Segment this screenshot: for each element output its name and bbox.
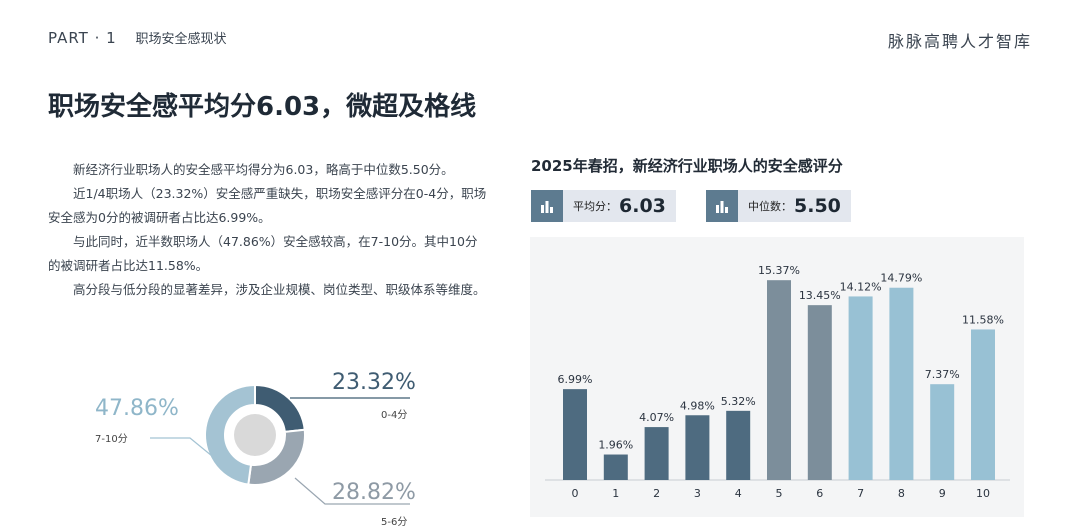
x-tick-6: 6 bbox=[816, 487, 823, 500]
bar-4 bbox=[726, 410, 751, 480]
bar-0 bbox=[563, 389, 587, 480]
value-label-5: 15.37% bbox=[758, 264, 800, 277]
median-value: 5.50 bbox=[794, 195, 841, 217]
leader-line-7-10 bbox=[150, 437, 213, 457]
median-label: 中位数： bbox=[748, 200, 792, 213]
bar-6 bbox=[807, 305, 832, 480]
value-label-1: 1.96% bbox=[598, 439, 633, 452]
value-label-0: 6.99% bbox=[558, 373, 593, 386]
paragraph-1: 新经济行业职场人的安全感平均得分为6.03，略高于中位数5.50分。 bbox=[73, 162, 454, 177]
pct-7-10: 47.86% bbox=[95, 396, 179, 421]
part-label: PART · 1 bbox=[48, 29, 117, 47]
value-label-6: 13.45% bbox=[799, 289, 841, 302]
label-7-10: 7-10分 bbox=[95, 434, 128, 445]
section-title: 职场安全感现状 bbox=[135, 32, 227, 47]
bar-1 bbox=[603, 454, 628, 480]
average-value: 6.03 bbox=[619, 195, 666, 217]
x-tick-5: 5 bbox=[776, 487, 783, 500]
bar-2 bbox=[644, 427, 669, 480]
bar-3 bbox=[685, 415, 710, 480]
donut-chart bbox=[150, 383, 410, 505]
value-label-9: 7.37% bbox=[925, 368, 960, 381]
description-text: 新经济行业职场人的安全感平均得分为6.03，略高于中位数5.50分。 近1/4职… bbox=[48, 158, 488, 302]
x-tick-0: 0 bbox=[572, 487, 579, 500]
bar-7 bbox=[848, 296, 873, 480]
median-badge: 中位数： 5.50 bbox=[706, 190, 851, 222]
average-label: 平均分： bbox=[573, 200, 617, 213]
value-label-2: 4.07% bbox=[639, 411, 674, 424]
x-tick-9: 9 bbox=[939, 487, 946, 500]
donut-chart-section: 23.32% 0-4分 28.82% 5-6分 47.86% 7-10分 bbox=[0, 360, 520, 528]
value-label-3: 4.98% bbox=[680, 399, 715, 412]
donut-segment-7-10分 bbox=[204, 383, 256, 486]
x-tick-8: 8 bbox=[898, 487, 905, 500]
x-tick-2: 2 bbox=[653, 487, 660, 500]
bar-5 bbox=[767, 280, 791, 480]
leader-line-5-6 bbox=[294, 477, 410, 505]
label-5-6: 5-6分 bbox=[381, 517, 408, 528]
bar-10 bbox=[971, 329, 995, 480]
x-tick-4: 4 bbox=[735, 487, 742, 500]
x-tick-3: 3 bbox=[694, 487, 701, 500]
donut-center bbox=[234, 414, 276, 456]
average-badge: 平均分： 6.03 bbox=[531, 190, 676, 222]
label-0-4: 0-4分 bbox=[381, 410, 408, 421]
paragraph-2: 近1/4职场人（23.32%）安全感严重缺失，职场安全感评分在0-4分，职场安全… bbox=[48, 186, 487, 225]
value-label-7: 14.12% bbox=[840, 280, 882, 293]
bar-chart: 6.99% 0 1.96% 1 4.07% 2 4.98% 3 5.32% 4 15.37% 5 13.… bbox=[545, 264, 1010, 500]
value-label-10: 11.58% bbox=[962, 313, 1004, 326]
x-tick-1: 1 bbox=[612, 487, 619, 500]
bar-8 bbox=[889, 287, 914, 480]
paragraph-3: 与此同时，近半数职场人（47.86%）安全感较高，在7-10分。其中10分的被调… bbox=[48, 234, 478, 273]
brand-name: 脉脉高聘人才智库 bbox=[887, 32, 1032, 51]
header-left: PART · 1 职场安全感现状 bbox=[48, 28, 227, 47]
bar-chart-area: 6.99% 0 1.96% 1 4.07% 2 4.98% 3 5.32% 4 15.37% 5 13.… bbox=[530, 237, 1024, 517]
bar-chart-icon bbox=[706, 190, 738, 222]
paragraph-4: 高分段与低分段的显著差异，涉及企业规模、岗位类型、职级体系等维度。 bbox=[73, 282, 486, 297]
chart-title: 2025年春招，新经济行业职场人的安全感评分 bbox=[531, 157, 843, 175]
value-label-4: 5.32% bbox=[721, 395, 756, 408]
page-title: 职场安全感平均分6.03，微超及格线 bbox=[48, 92, 477, 122]
x-tick-7: 7 bbox=[857, 487, 864, 500]
pct-0-4: 23.32% bbox=[332, 370, 416, 395]
pct-5-6: 28.82% bbox=[332, 480, 416, 505]
bar-chart-icon bbox=[531, 190, 563, 222]
bar-9 bbox=[930, 384, 955, 480]
value-label-8: 14.79% bbox=[880, 272, 922, 285]
x-tick-10: 10 bbox=[976, 487, 990, 500]
